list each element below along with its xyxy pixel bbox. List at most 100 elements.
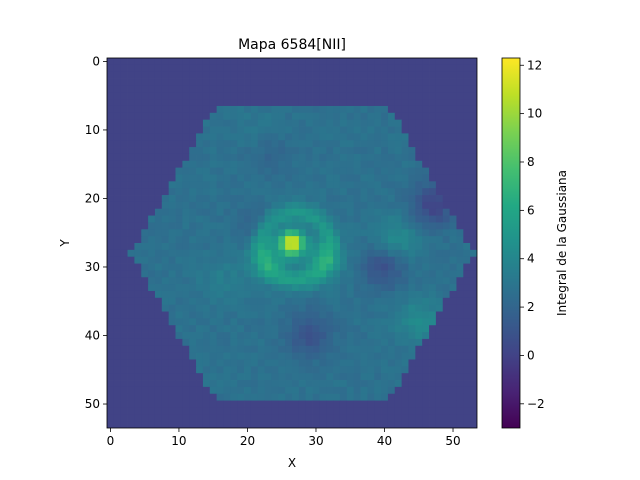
heatmap-cell bbox=[463, 346, 470, 353]
heatmap-cell bbox=[326, 222, 333, 229]
heatmap-cell bbox=[189, 387, 196, 394]
heatmap-cell bbox=[470, 407, 477, 414]
heatmap-cell bbox=[169, 113, 176, 120]
heatmap-cell bbox=[402, 202, 409, 209]
heatmap-cell bbox=[292, 181, 299, 188]
heatmap-cell bbox=[313, 58, 320, 65]
heatmap-cell bbox=[361, 277, 368, 284]
heatmap-cell bbox=[223, 366, 230, 373]
heatmap-cell bbox=[244, 243, 251, 250]
heatmap-cell bbox=[114, 222, 121, 229]
heatmap-cell bbox=[230, 161, 237, 168]
heatmap-cell bbox=[319, 250, 326, 257]
heatmap-cell bbox=[429, 373, 436, 380]
heatmap-cell bbox=[374, 222, 381, 229]
heatmap-cell bbox=[306, 305, 313, 312]
heatmap-cell bbox=[381, 257, 388, 264]
heatmap-cell bbox=[237, 222, 244, 229]
heatmap-cell bbox=[408, 359, 415, 366]
heatmap-cell bbox=[367, 401, 374, 408]
heatmap-cell bbox=[422, 373, 429, 380]
heatmap-cell bbox=[361, 99, 368, 106]
heatmap-cell bbox=[148, 380, 155, 387]
heatmap-cell bbox=[381, 127, 388, 134]
heatmap-cell bbox=[189, 147, 196, 154]
heatmap-cell bbox=[463, 188, 470, 195]
heatmap-cell bbox=[429, 277, 436, 284]
heatmap-cell bbox=[196, 366, 203, 373]
heatmap-cell bbox=[402, 222, 409, 229]
heatmap-cell bbox=[319, 277, 326, 284]
heatmap-cell bbox=[210, 414, 217, 421]
heatmap-cell bbox=[313, 373, 320, 380]
heatmap-cell bbox=[210, 298, 217, 305]
heatmap-cell bbox=[381, 113, 388, 120]
heatmap-cell bbox=[114, 380, 121, 387]
heatmap-cell bbox=[217, 99, 224, 106]
heatmap-cell bbox=[176, 298, 183, 305]
heatmap-cell bbox=[436, 373, 443, 380]
heatmap-cell bbox=[306, 113, 313, 120]
heatmap-cell bbox=[244, 188, 251, 195]
heatmap-cell bbox=[388, 277, 395, 284]
heatmap-cell bbox=[292, 140, 299, 147]
heatmap-cell bbox=[271, 264, 278, 271]
heatmap-cell bbox=[176, 325, 183, 332]
heatmap-cell bbox=[292, 92, 299, 99]
heatmap-cell bbox=[278, 257, 285, 264]
heatmap-cell bbox=[292, 270, 299, 277]
heatmap-cell bbox=[107, 387, 114, 394]
heatmap-cell bbox=[114, 387, 121, 394]
heatmap-cell bbox=[203, 284, 210, 291]
heatmap-cell bbox=[162, 92, 169, 99]
heatmap-cell bbox=[251, 202, 258, 209]
heatmap-cell bbox=[408, 65, 415, 72]
heatmap-cell bbox=[203, 58, 210, 65]
heatmap-cell bbox=[155, 332, 162, 339]
heatmap-cell bbox=[107, 58, 114, 65]
heatmap-cell bbox=[196, 243, 203, 250]
heatmap-cell bbox=[182, 407, 189, 414]
heatmap-cell bbox=[463, 106, 470, 113]
heatmap-cell bbox=[244, 72, 251, 79]
heatmap-cell bbox=[155, 312, 162, 319]
heatmap-cell bbox=[210, 222, 217, 229]
heatmap-cell bbox=[313, 277, 320, 284]
heatmap-cell bbox=[429, 154, 436, 161]
heatmap-cell bbox=[326, 161, 333, 168]
heatmap-cell bbox=[402, 79, 409, 86]
heatmap-cell bbox=[326, 92, 333, 99]
heatmap-cell bbox=[347, 209, 354, 216]
heatmap-cell bbox=[210, 133, 217, 140]
heatmap-cell bbox=[429, 161, 436, 168]
heatmap-cell bbox=[148, 359, 155, 366]
heatmap-cell bbox=[278, 318, 285, 325]
heatmap-cell bbox=[456, 85, 463, 92]
heatmap-cell bbox=[306, 222, 313, 229]
heatmap-cell bbox=[340, 366, 347, 373]
heatmap-cell bbox=[450, 243, 457, 250]
heatmap-cell bbox=[169, 339, 176, 346]
heatmap-cell bbox=[189, 140, 196, 147]
heatmap-cell bbox=[114, 359, 121, 366]
heatmap-cell bbox=[217, 270, 224, 277]
heatmap-cell bbox=[381, 332, 388, 339]
heatmap-cell bbox=[134, 380, 141, 387]
heatmap-cell bbox=[306, 168, 313, 175]
heatmap-cell bbox=[388, 188, 395, 195]
heatmap-cell bbox=[176, 181, 183, 188]
heatmap-cell bbox=[217, 318, 224, 325]
heatmap-cell bbox=[354, 373, 361, 380]
heatmap-cell bbox=[244, 291, 251, 298]
heatmap-cell bbox=[367, 407, 374, 414]
heatmap-cell bbox=[333, 257, 340, 264]
heatmap-cell bbox=[340, 291, 347, 298]
heatmap-cell bbox=[381, 202, 388, 209]
heatmap-cell bbox=[155, 79, 162, 86]
heatmap-cell bbox=[258, 373, 265, 380]
heatmap-cell bbox=[217, 257, 224, 264]
heatmap-cell bbox=[141, 257, 148, 264]
heatmap-cell bbox=[388, 229, 395, 236]
heatmap-cell bbox=[443, 277, 450, 284]
heatmap-cell bbox=[456, 154, 463, 161]
